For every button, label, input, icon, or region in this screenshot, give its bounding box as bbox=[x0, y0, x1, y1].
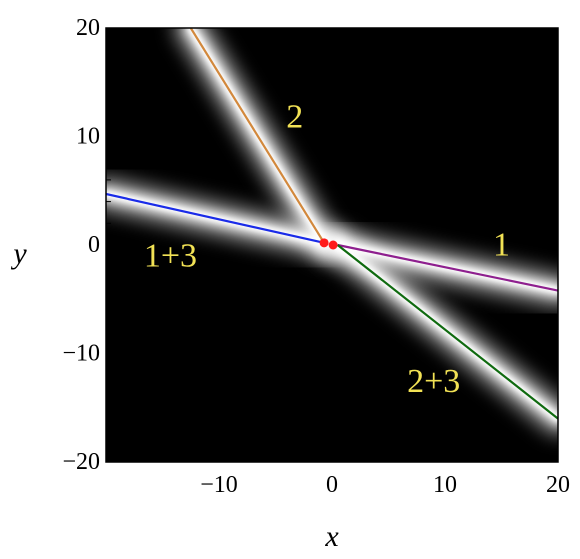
region-label-2: 1+3 bbox=[144, 237, 197, 274]
region-label-0: 2 bbox=[286, 98, 303, 135]
curve-line-3 bbox=[336, 244, 558, 420]
x-axis-label: x bbox=[324, 520, 339, 553]
x-tick-label-3: 20 bbox=[546, 472, 570, 498]
point-layer bbox=[319, 238, 338, 250]
curve-line-0 bbox=[337, 243, 558, 292]
curve-line-1 bbox=[189, 28, 326, 244]
y-tick-label-0: −20 bbox=[62, 449, 100, 475]
y-axis-label: y bbox=[10, 237, 27, 270]
curve-line-2 bbox=[106, 192, 325, 244]
y-tick-label-2: 0 bbox=[88, 232, 100, 258]
x-tick-label-0: −10 bbox=[200, 472, 238, 498]
y-axis: −20 −10 0 10 20 bbox=[62, 15, 116, 475]
region-label-1: 1 bbox=[493, 227, 510, 264]
region-label-layer: 2 1 1+3 2+3 bbox=[144, 98, 510, 400]
x-axis: −10 0 10 20 bbox=[105, 452, 570, 498]
y-tick-label-4: 20 bbox=[76, 15, 100, 41]
curve-layer bbox=[106, 28, 558, 420]
data-point-1 bbox=[328, 240, 338, 250]
y-tick-label-1: −10 bbox=[62, 341, 100, 367]
y-tick-label-3: 10 bbox=[76, 124, 100, 150]
x-tick-label-2: 10 bbox=[433, 472, 457, 498]
data-point-0 bbox=[319, 238, 329, 248]
region-label-3: 2+3 bbox=[407, 363, 460, 400]
x-tick-label-1: 0 bbox=[326, 472, 338, 498]
